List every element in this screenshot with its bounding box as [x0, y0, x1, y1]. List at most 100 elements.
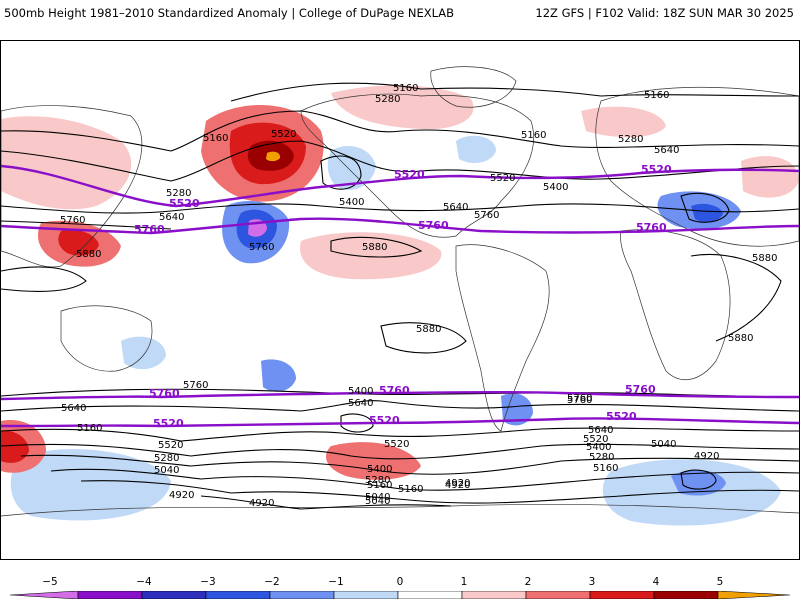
antarctica-outline	[1, 504, 799, 517]
positive-anomaly-north-america	[331, 85, 474, 130]
height-labels: 5160 5160 5280 5160 5520 5280 5640 5400 …	[60, 83, 777, 509]
highlight-label: 5520	[169, 197, 200, 210]
height-label: 4920	[445, 480, 470, 491]
height-label: 4920	[694, 451, 719, 462]
highlighted-contours	[1, 164, 799, 428]
colorbar-tick: 5	[716, 576, 724, 588]
colorbar-arrow-right	[717, 591, 790, 599]
height-label: 5400	[348, 386, 373, 397]
highlight-label: 5760	[134, 223, 165, 236]
height-label: 5760	[183, 380, 208, 391]
colorbar-tick: −4	[136, 576, 152, 588]
height-label: 5280	[166, 188, 191, 199]
highlight-label: 5520	[394, 168, 425, 181]
contour-5880-central	[380, 322, 467, 354]
contour-5880-west	[1, 266, 87, 292]
highlight-label: 5760	[418, 219, 449, 232]
positive-anomaly-tropical-pacific	[300, 232, 442, 280]
positive-anomaly-south-pacific	[326, 442, 421, 480]
contour-5640-south	[1, 400, 799, 412]
colorbar-swatch	[525, 591, 591, 599]
height-label: 5280	[618, 134, 643, 145]
height-label: 5520	[384, 439, 409, 450]
strong-positive-anomaly-southwest	[1, 430, 29, 463]
contour-5400-south	[1, 443, 799, 460]
contour-low-south	[340, 413, 374, 433]
colorbar-swatch	[653, 591, 719, 599]
height-contours	[1, 82, 799, 510]
height-label: 5160	[77, 423, 102, 434]
greenland-outline	[430, 66, 517, 108]
height-label: 5880	[76, 249, 101, 260]
height-label: 5640	[588, 425, 613, 436]
height-label: 5640	[61, 403, 86, 414]
height-label: 5160	[521, 130, 546, 141]
map-title: 500mb Height 1981–2010 Standardized Anom…	[4, 6, 455, 20]
colorbar-swatch	[141, 591, 207, 599]
contour-5160-south	[50, 468, 799, 491]
height-label: 5520	[158, 440, 183, 451]
colorbar-tick: −2	[264, 576, 280, 588]
height-label: 5760	[567, 395, 592, 406]
south-america-outline	[455, 244, 550, 432]
height-label: 5640	[654, 145, 679, 156]
positive-anomaly-nw-pacific	[1, 116, 132, 210]
land-outlines	[1, 66, 799, 517]
contour-5400-north	[1, 140, 799, 182]
highlight-label: 5760	[625, 383, 656, 396]
colorbar-arrow-left	[10, 591, 79, 599]
height-label: 5160	[393, 83, 418, 94]
peak-anomaly-north-pacific	[266, 151, 281, 162]
contour-5760-north-highlight	[1, 217, 799, 235]
contour-5280-south	[20, 454, 799, 475]
negative-anomaly-atlantic	[456, 135, 496, 163]
contour-5160-north	[230, 82, 799, 102]
highlight-label: 5520	[153, 417, 184, 430]
colorbar-tick: 4	[652, 576, 660, 588]
height-label: 5160	[398, 484, 423, 495]
height-label: 5040	[154, 465, 179, 476]
colorbar-tick: 3	[588, 576, 596, 588]
colorbar-swatch	[461, 591, 527, 599]
height-label: 5760	[474, 210, 499, 221]
colorbar-tick: −1	[328, 576, 344, 588]
height-label: 5280	[589, 452, 614, 463]
colorbar-swatches	[10, 591, 790, 599]
colorbar-swatch	[77, 591, 143, 599]
colorbar-swatch	[269, 591, 335, 599]
contour-5880-africa	[690, 254, 782, 342]
contour-low-mediterranean	[680, 192, 730, 223]
height-label: 5520	[271, 129, 296, 140]
contour-5760-south-highlight	[1, 390, 799, 401]
height-label: 5640	[159, 212, 184, 223]
strong-negative-anomaly-mediterranean	[691, 203, 723, 222]
height-label: 5760	[60, 215, 85, 226]
colorbar-tick: −3	[200, 576, 216, 588]
africa-outline	[620, 229, 731, 380]
height-label: 5760	[567, 393, 592, 404]
height-label: 5160	[367, 480, 392, 491]
anomaly-colorbar: −5 −4 −3 −2 −1 0 1 2 3 4 5	[0, 572, 800, 600]
colorbar-tick: 0	[396, 576, 404, 588]
colorbar-tick: −5	[42, 576, 58, 588]
highlight-label: 5520	[606, 410, 637, 423]
colorbar-swatch	[397, 591, 463, 599]
height-label: 5880	[416, 324, 441, 335]
highlight-label: 5520	[369, 414, 400, 427]
height-label: 5040	[365, 492, 390, 503]
contour-5760-north	[1, 220, 172, 230]
height-label: 5640	[443, 202, 468, 213]
height-label: 4920	[445, 478, 470, 489]
height-label: 4920	[169, 490, 194, 501]
height-label: 5880	[728, 333, 753, 344]
colorbar-tick: 2	[524, 576, 532, 588]
height-label: 4920	[249, 498, 274, 509]
contour-5040-south	[80, 480, 799, 504]
height-label: 5520	[583, 434, 608, 445]
north-america-outline	[300, 93, 534, 238]
contour-5520-north-highlight	[1, 164, 799, 208]
highlight-label: 5520	[641, 163, 672, 176]
contour-low-antarctic	[680, 469, 717, 490]
highlight-label: 5760	[636, 221, 667, 234]
height-label: 5400	[367, 464, 392, 475]
